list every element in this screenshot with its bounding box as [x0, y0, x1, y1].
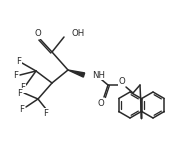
Text: O: O	[35, 29, 41, 38]
Text: F: F	[13, 71, 19, 80]
Text: NH: NH	[92, 71, 105, 80]
Text: OH: OH	[72, 29, 85, 38]
Text: F: F	[18, 89, 23, 97]
Text: O: O	[98, 100, 104, 108]
Text: F: F	[20, 84, 25, 93]
Text: O: O	[119, 77, 125, 86]
Text: F: F	[44, 108, 49, 117]
Polygon shape	[68, 70, 85, 77]
Text: F: F	[19, 106, 24, 115]
Text: F: F	[17, 57, 22, 66]
